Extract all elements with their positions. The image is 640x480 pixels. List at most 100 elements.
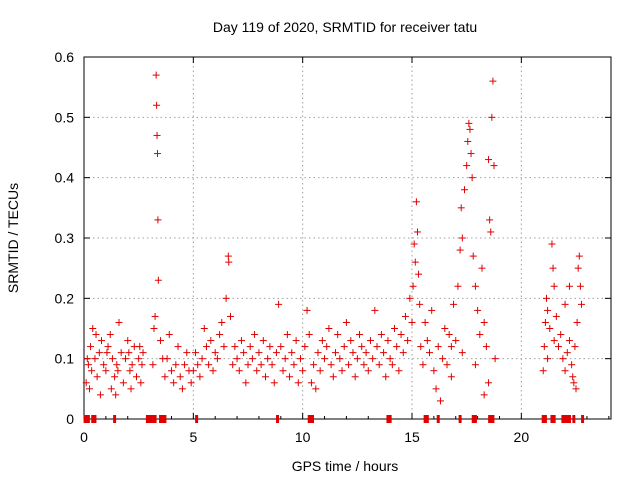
data-point (261, 373, 269, 381)
data-point (91, 355, 99, 363)
x-tick-label: 10 (295, 429, 311, 445)
data-point (439, 355, 447, 363)
data-point (88, 367, 96, 375)
data-point (360, 361, 368, 369)
data-point (165, 331, 173, 339)
data-point (301, 343, 309, 351)
data-point (323, 343, 331, 351)
data-point (474, 306, 482, 314)
data-point (491, 355, 499, 363)
data-point (574, 264, 582, 272)
data-point (561, 300, 569, 308)
data-point (565, 282, 573, 290)
y-tick-label: 0.3 (55, 230, 75, 246)
data-point (152, 71, 160, 79)
data-point (373, 343, 381, 351)
data-point (463, 162, 471, 170)
data-point (487, 228, 495, 236)
data-point (476, 331, 484, 339)
data-point (115, 318, 123, 326)
data-point (103, 349, 111, 357)
outage-marker (473, 415, 477, 423)
data-point (380, 349, 388, 357)
outage-marker (563, 415, 567, 423)
data-point (307, 379, 315, 387)
data-point (112, 391, 120, 399)
chart-title: Day 119 of 2020, SRMTID for receiver tat… (213, 19, 477, 35)
data-point (275, 300, 283, 308)
outage-marker (113, 415, 117, 423)
data-point (450, 300, 458, 308)
data-point (542, 294, 550, 302)
data-point (572, 385, 580, 393)
data-point (229, 361, 237, 369)
data-point (466, 125, 474, 133)
data-point (447, 343, 455, 351)
data-point (187, 379, 195, 387)
data-point (82, 379, 90, 387)
data-point (443, 361, 451, 369)
data-point (544, 355, 552, 363)
data-point (421, 318, 429, 326)
data-point (135, 355, 143, 363)
data-point (181, 361, 189, 369)
data-point (281, 355, 289, 363)
data-point (150, 325, 158, 332)
data-point (178, 385, 186, 393)
data-point (235, 367, 243, 375)
outage-marker (488, 415, 492, 423)
data-point (200, 325, 208, 332)
outage-marker (159, 415, 163, 423)
data-point (122, 355, 130, 363)
data-point (460, 186, 468, 194)
data-point (546, 325, 554, 332)
data-point (266, 343, 274, 351)
outage-marker (458, 415, 462, 423)
data-point (128, 361, 136, 369)
data-point (288, 349, 296, 357)
data-point (310, 361, 318, 369)
data-point (480, 391, 488, 399)
data-point (488, 113, 496, 121)
data-point (369, 355, 377, 363)
data-point (342, 318, 350, 326)
data-point (268, 361, 276, 369)
data-point (358, 343, 366, 351)
data-point (124, 337, 132, 345)
data-point (570, 379, 578, 387)
data-point (111, 373, 119, 381)
data-point (565, 337, 573, 345)
data-point (404, 337, 412, 345)
outage-marker (307, 415, 311, 423)
data-point (432, 385, 440, 393)
outage-marker (425, 415, 429, 423)
data-point (194, 361, 202, 369)
outage-marker (561, 415, 565, 423)
data-point (153, 101, 161, 109)
data-point (312, 385, 320, 393)
data-point (211, 349, 219, 357)
data-point (100, 361, 108, 369)
data-point (480, 318, 488, 326)
data-point (202, 343, 210, 351)
x-tick-label: 0 (80, 429, 88, 445)
data-point (170, 379, 178, 387)
data-point (114, 367, 122, 375)
outage-marker (423, 415, 427, 423)
data-point (279, 367, 287, 375)
data-point (468, 174, 476, 182)
data-point (237, 337, 245, 345)
data-point (213, 355, 221, 363)
outage-marker (386, 415, 390, 423)
data-point (251, 331, 259, 339)
x-axis-title: GPS time / hours (292, 458, 399, 474)
outage-markers (83, 415, 585, 423)
data-point (458, 349, 466, 357)
data-point (117, 349, 125, 357)
data-point (327, 361, 335, 369)
outage-marker (163, 415, 167, 423)
data-point (568, 361, 576, 369)
data-point (259, 337, 267, 345)
data-point (151, 312, 159, 320)
data-point (550, 282, 558, 290)
